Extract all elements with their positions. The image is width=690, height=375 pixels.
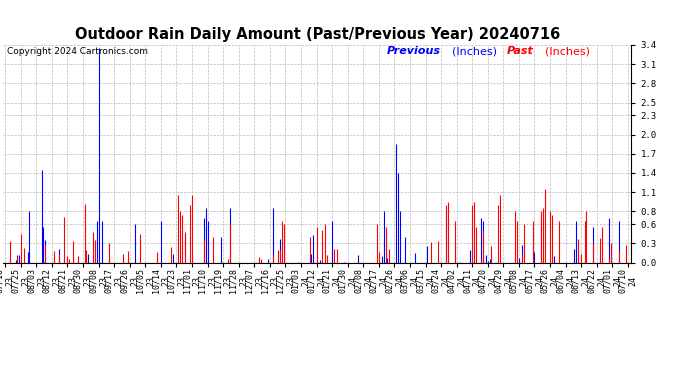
Text: Previous: Previous	[386, 46, 440, 56]
Text: (Inches): (Inches)	[545, 46, 590, 56]
Text: Copyright 2024 Cartronics.com: Copyright 2024 Cartronics.com	[7, 47, 148, 56]
Text: Past: Past	[507, 46, 534, 56]
Text: (Inches): (Inches)	[452, 46, 497, 56]
Title: Outdoor Rain Daily Amount (Past/Previous Year) 20240716: Outdoor Rain Daily Amount (Past/Previous…	[75, 27, 560, 42]
